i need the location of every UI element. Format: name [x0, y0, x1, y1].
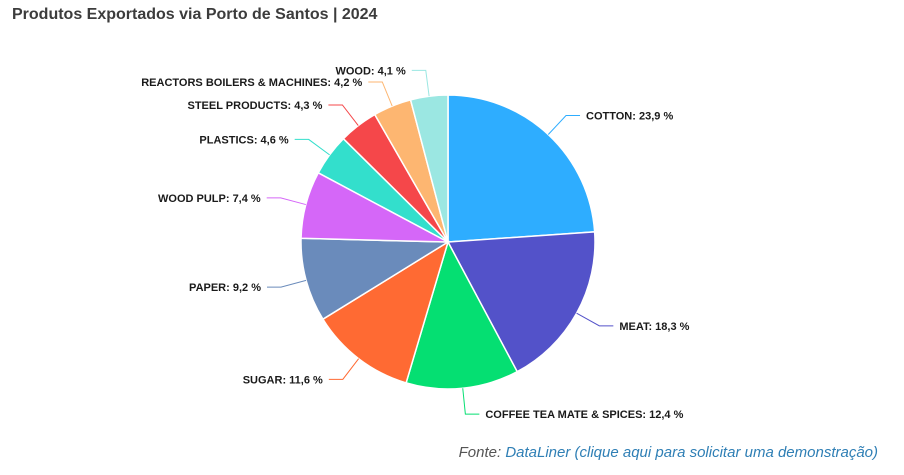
source-footer: Fonte: DataLiner (clique aqui para solic… — [459, 444, 878, 461]
slice-label: REACTORS BOILERS & MACHINES: 4,2 % — [141, 77, 362, 89]
source-prefix: Fonte: — [458, 444, 506, 461]
source-link[interactable]: DataLiner (clique aqui para solicitar um… — [505, 444, 878, 461]
slice-label: STEEL PRODUCTS: 4,3 % — [188, 100, 323, 112]
slice-label: PAPER: 9,2 % — [189, 282, 261, 294]
leader-line — [462, 388, 480, 415]
slice-label: WOOD: 4,1 % — [335, 65, 406, 77]
pie-slice-paper[interactable] — [300, 237, 451, 321]
leader-line — [266, 197, 306, 206]
slice-label: MEAT: 18,3 % — [619, 321, 689, 333]
leader-line — [328, 358, 360, 380]
chart-title: Produtos Exportados via Porto de Santos … — [12, 6, 378, 23]
slice-label: COFFEE TEA MATE & SPICES: 12,4 % — [485, 409, 683, 421]
leader-line — [547, 115, 581, 135]
slice-label: SUGAR: 11,6 % — [243, 374, 323, 386]
leader-line — [411, 69, 430, 97]
leader-line — [328, 104, 359, 126]
leader-line — [266, 279, 307, 288]
pie-slice-meat[interactable] — [446, 231, 596, 373]
pie-slice-wood[interactable] — [409, 94, 449, 243]
slice-label: COTTON: 23,9 % — [586, 111, 673, 123]
slice-label: WOOD PULP: 7,4 % — [158, 193, 261, 205]
slice-label: PLASTICS: 4,6 % — [199, 134, 288, 146]
pie-slice-sugar[interactable] — [321, 240, 450, 384]
pie-slice-cotton[interactable] — [447, 94, 596, 243]
leader-line — [368, 81, 393, 107]
leader-line — [576, 312, 614, 327]
leader-line — [294, 138, 330, 156]
